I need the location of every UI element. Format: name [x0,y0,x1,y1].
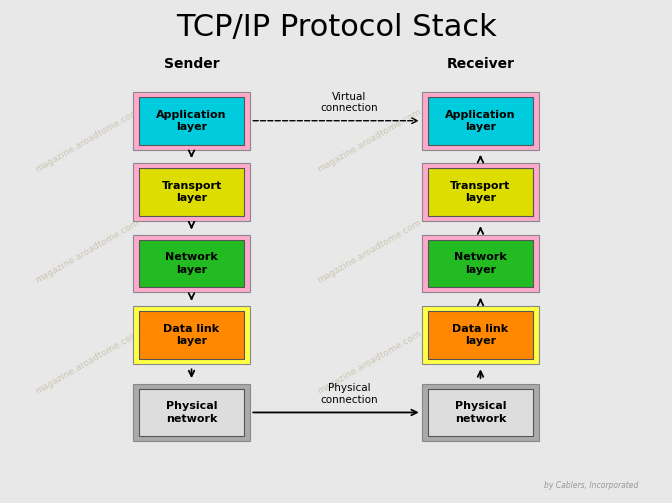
FancyBboxPatch shape [421,234,539,293]
FancyBboxPatch shape [139,169,243,216]
FancyBboxPatch shape [139,388,243,436]
FancyBboxPatch shape [421,384,539,442]
FancyBboxPatch shape [429,388,532,436]
Text: magazine.aroadtome.com: magazine.aroadtome.com [316,107,423,175]
Text: Physical
network: Physical network [455,401,506,424]
FancyBboxPatch shape [132,306,250,364]
Text: Application
layer: Application layer [446,110,515,132]
Text: Application
layer: Application layer [157,110,226,132]
FancyBboxPatch shape [132,384,250,442]
Text: Transport
layer: Transport layer [450,181,511,203]
FancyBboxPatch shape [132,92,250,150]
Text: TCP/IP Protocol Stack: TCP/IP Protocol Stack [175,13,497,42]
FancyBboxPatch shape [429,311,532,359]
Text: Physical
connection: Physical connection [321,383,378,405]
FancyBboxPatch shape [429,240,532,288]
FancyBboxPatch shape [429,97,532,145]
Text: Physical
network: Physical network [166,401,217,424]
FancyBboxPatch shape [139,97,243,145]
Text: Sender: Sender [164,57,219,71]
Text: magazine.aroadtome.com: magazine.aroadtome.com [34,218,141,285]
FancyBboxPatch shape [421,92,539,150]
FancyBboxPatch shape [429,169,532,216]
Text: Receiver: Receiver [446,57,515,71]
Text: Data link
layer: Data link layer [163,324,220,346]
FancyBboxPatch shape [132,234,250,293]
Text: by Cablers, Incorporated: by Cablers, Incorporated [544,481,638,490]
Text: magazine.aroadtome.com: magazine.aroadtome.com [316,218,423,285]
FancyBboxPatch shape [132,163,250,221]
Text: magazine.aroadtome.com: magazine.aroadtome.com [34,107,141,175]
FancyBboxPatch shape [421,306,539,364]
Text: Virtual
connection: Virtual connection [321,92,378,113]
Text: Transport
layer: Transport layer [161,181,222,203]
Text: magazine.aroadtome.com: magazine.aroadtome.com [34,328,141,396]
FancyBboxPatch shape [421,163,539,221]
Text: Network
layer: Network layer [454,253,507,275]
Text: Network
layer: Network layer [165,253,218,275]
Text: Data link
layer: Data link layer [452,324,509,346]
FancyBboxPatch shape [139,240,243,288]
Text: magazine.aroadtome.com: magazine.aroadtome.com [316,328,423,396]
FancyBboxPatch shape [139,311,243,359]
